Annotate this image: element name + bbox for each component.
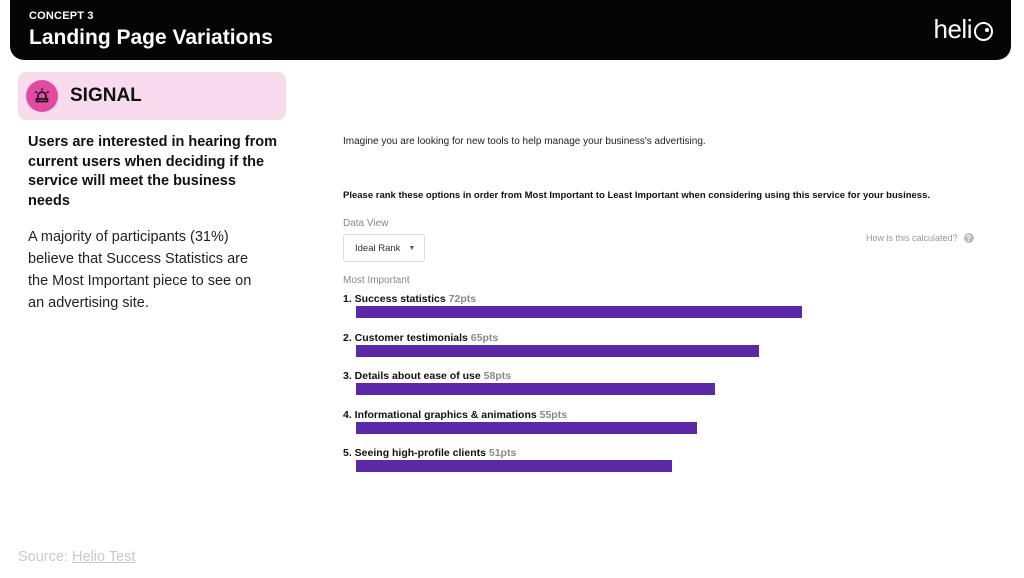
header-bar: CONCEPT 3 Landing Page Variations heli — [10, 0, 1011, 60]
rank-item: 3. Details about ease of use 58pts — [343, 370, 716, 395]
data-view-dropdown[interactable]: Ideal Rank ▼ — [343, 234, 425, 262]
concept-label: CONCEPT 3 — [29, 10, 94, 22]
rank-label: 5. Seeing high-profile clients 51pts — [343, 447, 516, 459]
data-view-value: Ideal Rank — [355, 242, 401, 254]
rank-points: 55pts — [539, 408, 568, 421]
logo-text: heli — [933, 14, 973, 44]
most-important-label: Most Important — [343, 275, 410, 286]
source-prefix: Source: — [18, 549, 72, 565]
logo-o-icon — [974, 21, 993, 41]
insight-headline: Users are interested in hearing from cur… — [28, 134, 277, 209]
rank-category: 5. Seeing high-profile clients — [343, 447, 489, 459]
rank-item: 2. Customer testimonials 65pts — [343, 332, 759, 357]
rank-item: 5. Seeing high-profile clients 51pts — [343, 447, 672, 472]
how-calculated-label: How is this calculated? — [866, 233, 958, 243]
rank-category: 3. Details about ease of use — [343, 370, 484, 382]
rank-category: 2. Customer testimonials — [343, 331, 471, 344]
rank-bar — [356, 421, 697, 434]
help-icon: ? — [963, 233, 974, 243]
rank-label: 3. Details about ease of use 58pts — [343, 370, 511, 382]
rank-category: 4. Informational graphics & animations — [343, 408, 540, 421]
how-calculated-link[interactable]: How is this calculated? ? — [866, 233, 974, 243]
rank-label: 4. Informational graphics & animations 5… — [343, 409, 567, 421]
rank-label: 2. Customer testimonials 65pts — [343, 332, 498, 344]
rank-bar — [356, 306, 802, 318]
signal-label: SIGNAL — [70, 85, 142, 106]
survey-question: Please rank these options in order from … — [343, 190, 930, 201]
rank-points: 65pts — [470, 331, 499, 344]
data-view-label: Data View — [343, 218, 389, 229]
helio-logo: heli — [934, 14, 993, 45]
alarm-light-glyph — [34, 88, 50, 103]
rank-item: 4. Informational graphics & animations 5… — [343, 409, 697, 434]
signal-badge: SIGNAL — [18, 72, 286, 120]
rank-item: 1. Success statistics 72pts — [343, 293, 802, 318]
source-link[interactable]: Helio Test — [72, 549, 136, 565]
rank-bar — [356, 344, 759, 357]
page-title: Landing Page Variations — [29, 26, 273, 49]
rank-points: 51pts — [488, 447, 517, 459]
rank-category: 1. Success statistics — [343, 293, 449, 305]
caret-down-icon: ▼ — [408, 244, 416, 252]
rank-label: 1. Success statistics 72pts — [343, 293, 476, 305]
insight-body: A majority of participants (31%) believe… — [28, 229, 252, 311]
rank-points: 58pts — [483, 370, 512, 382]
survey-prompt: Imagine you are looking for new tools to… — [343, 136, 706, 147]
alarm-light-icon — [26, 80, 58, 112]
rank-bar — [356, 460, 672, 472]
rank-points: 72pts — [448, 293, 477, 305]
source-note: Source: Helio Test — [18, 549, 135, 565]
rank-bar — [356, 383, 716, 395]
